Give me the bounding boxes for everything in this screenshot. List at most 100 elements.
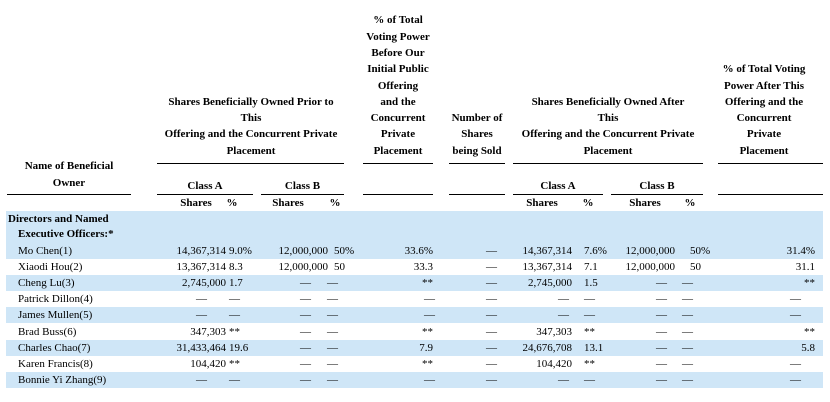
cell-ab_pct: —	[682, 325, 693, 338]
header-shares-sold-line-2: being Sold	[452, 144, 502, 157]
rule-name	[7, 194, 131, 195]
cell-vb: 33.6%	[404, 245, 433, 257]
cell-a_sh: —	[196, 309, 207, 322]
cell-sold: —	[486, 357, 497, 370]
header-vote-after-line-2: Offering and the	[724, 95, 804, 108]
cell-b_pct: —	[327, 293, 338, 306]
cell-va: —	[790, 373, 801, 386]
cell-b_pct: 50%	[334, 245, 355, 257]
cell-ab_sh: —	[656, 277, 667, 290]
cell-b_pct: —	[327, 277, 338, 290]
cell-a_sh: 13,367,314	[176, 261, 227, 274]
header-vote-before-line-2: Before Our	[371, 46, 425, 59]
cell-sold: —	[486, 341, 497, 354]
row-name: Xiaodi Hou(2)	[18, 261, 83, 274]
cell-b_sh: —	[300, 309, 311, 322]
header-class-a-after: Class A	[540, 180, 576, 192]
cell-sold: —	[486, 245, 497, 257]
header-vote-before-line-1: Voting Power	[366, 30, 430, 43]
cell-a_sh: —	[196, 293, 207, 306]
rule-class-a-after	[513, 194, 603, 195]
cell-b_sh: —	[300, 325, 311, 338]
cell-ab_pct: —	[682, 293, 693, 306]
header-name-line-1: Owner	[52, 176, 86, 189]
header-vote-after-line-4: Private	[746, 128, 782, 141]
header-prior-group-line-2: Offering and the Concurrent Private	[164, 128, 338, 141]
header-prior-group-line-0: Shares Beneficially Owned Prior to	[168, 95, 334, 108]
cell-ab_sh: —	[656, 357, 667, 370]
cell-ab_pct: —	[682, 341, 693, 354]
cell-sold: —	[486, 325, 497, 338]
table-row-band	[6, 371, 823, 388]
header-class-b-after: Class B	[639, 180, 675, 192]
cell-aa_pct: **	[584, 325, 595, 338]
cell-a_pct: 19.6	[229, 341, 249, 354]
cell-sold: —	[486, 261, 497, 274]
cell-sold: —	[486, 293, 497, 306]
header-vote-before-line-8: Placement	[373, 144, 423, 157]
cell-aa_pct: 1.5	[584, 277, 598, 290]
header-prior-group-line-3: Placement	[226, 144, 276, 157]
cell-va: 31.4%	[786, 245, 815, 257]
cell-aa_sh: 14,367,314	[522, 245, 573, 257]
cell-ab_sh: —	[656, 325, 667, 338]
cell-a_pct: 8.3	[229, 261, 243, 274]
cell-a_pct: **	[229, 325, 240, 338]
header-name-line-0: Name of Beneficial	[24, 160, 114, 173]
cell-va: —	[790, 309, 801, 322]
cell-b_pct: —	[327, 357, 338, 370]
cell-aa_sh: 2,745,000	[528, 277, 572, 290]
cell-ab_sh: —	[656, 293, 667, 306]
cell-a_pct: —	[229, 309, 240, 322]
row-name: Charles Chao(7)	[18, 341, 91, 354]
table-row-band	[6, 243, 823, 260]
cell-b_sh: 12,000,000	[278, 245, 329, 257]
row-name: Bonnie Yi Zhang(9)	[18, 373, 107, 386]
header-vote-after-line-5: Placement	[739, 144, 789, 157]
header-vote-before-line-7: Private	[380, 128, 416, 141]
cell-va: **	[804, 325, 815, 338]
cell-aa_sh: 13,367,314	[522, 261, 573, 274]
cell-a_pct: —	[229, 293, 240, 306]
row-name: Brad Buss(6)	[18, 325, 77, 338]
cell-aa_sh: —	[558, 293, 569, 306]
cell-a_pct: 9.0%	[229, 245, 252, 257]
rule-vote-after-2	[718, 194, 823, 195]
cell-va: **	[804, 277, 815, 290]
header-vote-after-line-1: Power After This	[723, 79, 805, 92]
cell-b_sh: —	[300, 341, 311, 354]
cell-b_sh: —	[300, 373, 311, 386]
cell-aa_sh: 104,420	[536, 357, 572, 370]
cell-va: —	[790, 293, 801, 306]
cell-aa_pct: 7.6%	[584, 245, 607, 257]
cell-b_sh: —	[300, 293, 311, 306]
cell-b_pct: —	[327, 325, 338, 338]
cell-vb: —	[424, 373, 435, 386]
cell-a_sh: —	[196, 373, 207, 386]
table-row-band	[6, 275, 823, 292]
header-after-group-line-0: Shares Beneficially Owned After	[531, 95, 685, 108]
cell-ab_pct: —	[682, 309, 693, 322]
header-after-group-line-2: Offering and the Concurrent Private	[521, 128, 695, 141]
cell-sold: —	[486, 373, 497, 386]
cell-a_sh: 2,745,000	[182, 277, 226, 290]
rule-sold-2	[449, 194, 505, 195]
header-shares-a-after: Shares	[526, 197, 558, 209]
cell-ab_sh: —	[656, 341, 667, 354]
section-label-line-1: Executive Officers:*	[18, 228, 114, 240]
rule-sold	[449, 163, 505, 164]
cell-ab_pct: —	[682, 357, 693, 370]
table-row-band	[6, 339, 823, 356]
cell-aa_sh: 347,303	[536, 325, 572, 338]
cell-ab_pct: —	[682, 373, 693, 386]
rule-vote-before-2	[363, 194, 433, 195]
cell-a_sh: 104,420	[190, 357, 226, 370]
cell-vb: —	[424, 293, 435, 306]
cell-ab_pct: 50%	[690, 245, 711, 257]
rule-after-group	[513, 163, 703, 164]
rule-class-b-prior	[261, 194, 344, 195]
rule-prior-group	[157, 163, 344, 164]
header-vote-before-line-4: Offering	[377, 79, 419, 92]
cell-aa_sh: —	[558, 309, 569, 322]
